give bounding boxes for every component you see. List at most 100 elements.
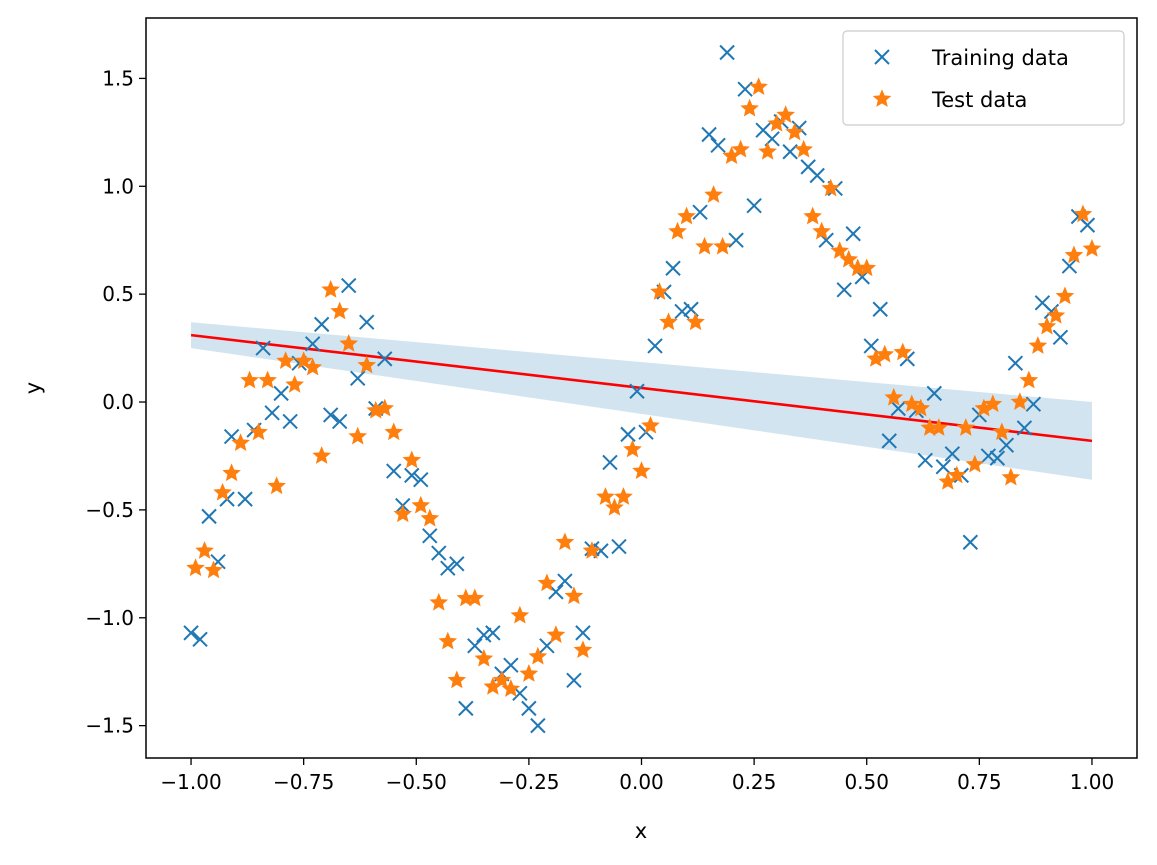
x-marker-stroke [322,407,339,423]
x-marker-stroke [503,657,519,673]
test-data-point [384,422,404,441]
test-data-point [447,670,467,689]
training-data-point [575,625,591,641]
x-marker-stroke [926,385,943,402]
x-marker-stroke [890,400,906,417]
x-marker-stroke [340,277,357,294]
training-data-point [304,336,321,352]
test-data-point [357,355,377,374]
test-data-point [1064,245,1084,264]
x-marker-stroke [836,282,852,298]
training-data-point [359,314,375,330]
test-data-point [857,258,877,277]
x-marker-stroke [440,560,456,576]
training-data-point [737,81,753,97]
training-data-point [719,44,735,61]
training-data-point [836,282,852,298]
x-marker-stroke [413,471,429,488]
training-data-point [890,400,906,417]
training-data-point [692,204,708,220]
test-data-point [884,387,904,406]
test-data-point [303,357,322,376]
training-data-point [237,491,253,507]
x-tick-label: 0.50 [844,770,889,794]
x-marker-stroke [1025,396,1042,412]
legend: Training data Test data [842,30,1125,126]
test-data-point [555,532,575,551]
test-data-point [438,631,458,650]
test-data-point [992,422,1012,441]
test-data-point [420,508,440,527]
test-data-point [564,586,584,605]
x-marker-stroke [1007,355,1024,371]
y-tick-label: −0.5 [85,498,134,522]
test-data-point [429,592,449,611]
training-data-point [665,260,681,276]
x-marker-stroke [874,49,890,65]
x-marker-stroke [192,631,208,648]
legend-box [842,30,1125,126]
x-marker-stroke [881,433,897,449]
x-marker-stroke [935,459,952,475]
test-data-point [965,454,985,473]
training-data-point [255,340,271,356]
test-data-point [573,640,593,659]
test-data-point [641,415,660,434]
training-data-point [521,700,537,717]
x-marker-stroke [1061,258,1078,274]
training-data-point [192,631,208,648]
test-data-point [740,98,759,117]
training-data-point [530,717,546,734]
x-marker-stroke [710,137,726,153]
training-data-point [377,351,393,367]
x-marker-stroke [917,452,933,468]
training-data-point [440,560,456,576]
legend-training-label: Training data [931,46,1069,70]
test-data-point [222,463,241,482]
test-data-point [519,664,539,682]
test-data-point [713,236,732,255]
test-data-point [1055,286,1075,305]
test-data-point [186,558,205,577]
y-tick-label: −1.5 [85,714,134,738]
test-data-point [614,487,633,505]
test-data-point [528,646,548,665]
x-marker-stroke [629,383,645,399]
x-marker-stroke [746,197,762,214]
x-marker-stroke [377,351,393,367]
x-marker-stroke [485,625,501,641]
test-data-point [668,221,687,240]
x-tick-label: 1.00 [1070,770,1115,794]
test-data-point [704,185,723,203]
training-data-point [1007,355,1024,371]
training-data-point [485,625,501,641]
test-data-point [1010,392,1030,410]
test-data-point [411,495,431,514]
training-data-point [980,448,997,464]
x-marker-stroke [674,303,690,320]
training-data-point [183,625,199,641]
x-marker-stroke [476,627,492,643]
training-data-point [935,459,952,475]
y-tick-label: −1.0 [85,606,134,630]
x-marker-stroke [521,700,537,717]
test-data-point [1001,467,1021,486]
training-data-point [1052,329,1069,346]
training-data-point [404,467,420,484]
y-tick-label: 1.5 [102,66,134,90]
x-marker-stroke [1079,217,1096,233]
training-data-point [809,167,825,184]
test-data-point [465,588,485,607]
y-tick-label: 1.0 [102,174,134,198]
test-data-point [330,301,350,320]
training-data-point [557,573,573,589]
training-data-point [1016,420,1033,436]
training-data-point [710,137,726,153]
training-data-point [340,277,357,294]
test-data-point [875,344,895,363]
test-data-point [231,433,250,451]
legend-test-label: Test data [931,88,1027,112]
training-data-point [566,672,582,689]
test-data-point [893,342,913,361]
test-data-point [240,370,259,389]
